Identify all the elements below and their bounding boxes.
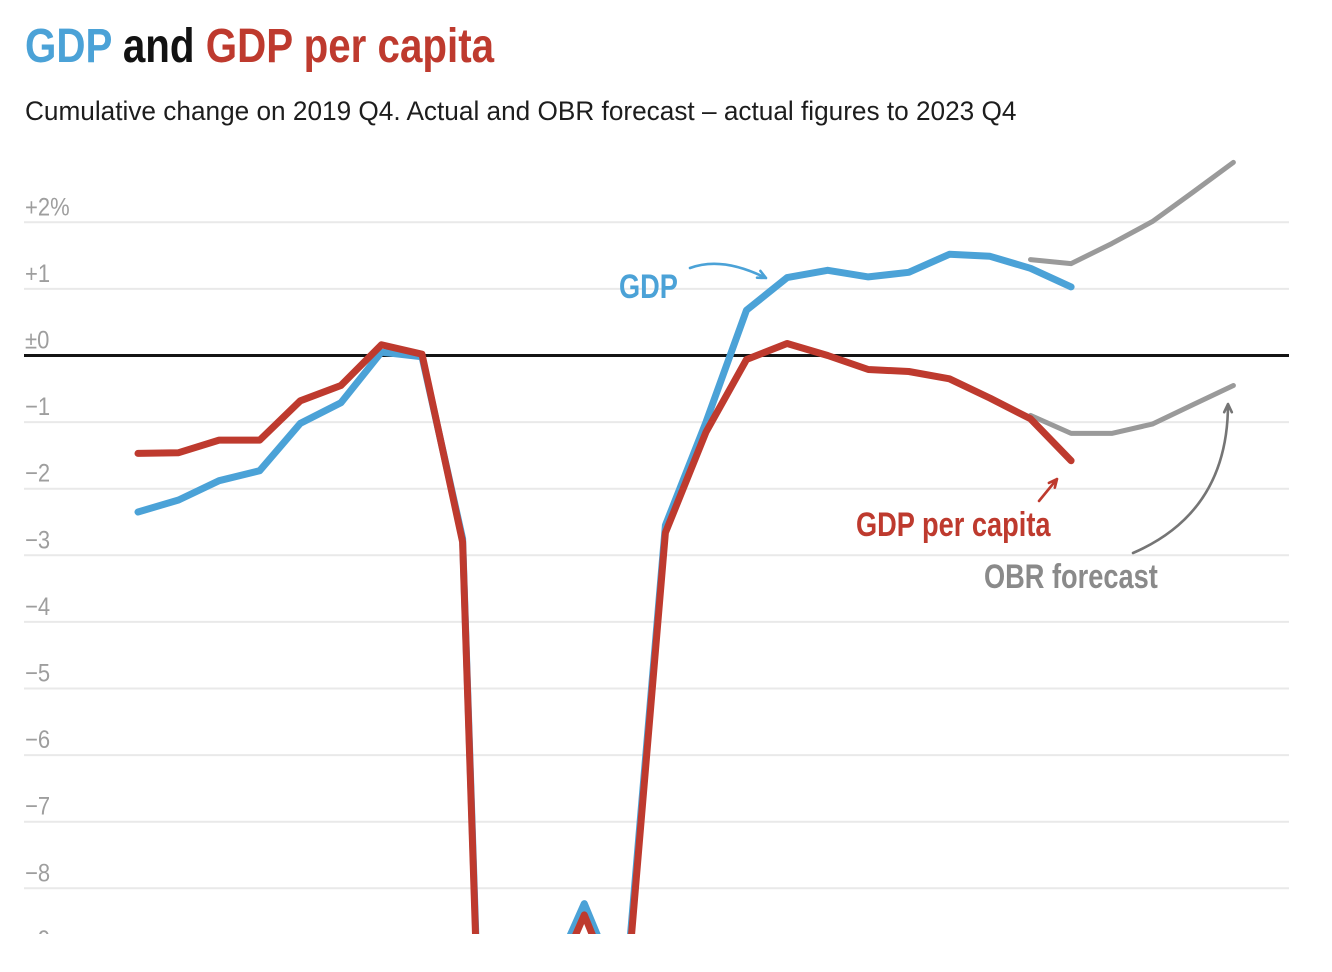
series-group (134, 159, 1236, 934)
chart-subtitle: Cumulative change on 2019 Q4. Actual and… (25, 96, 1017, 126)
gdp-per-capita-actual-line (134, 340, 1075, 934)
gdp-per-capita-line-label: GDP per capita (856, 506, 1051, 544)
y-axis-label: −2 (25, 459, 50, 487)
y-axis-label: +2% (25, 193, 70, 221)
y-axis-label: −6 (25, 726, 50, 754)
title-and: and (111, 20, 206, 73)
y-axis-label: +1 (25, 260, 50, 288)
obr-forecast-gdp-line (1028, 159, 1236, 267)
gdp-arrow (688, 262, 768, 280)
title-gdp-per-capita: GDP per capita (205, 20, 495, 73)
y-axis-labels-group: +2% +1 ±0 −1 −2 −3 −4 −5 −6 −7 −8 −9 (25, 193, 70, 954)
y-axis-label: −3 (25, 526, 50, 554)
y-axis-label: −1 (25, 393, 50, 421)
gdp-actual-line (134, 250, 1075, 934)
page-title: GDP and GDP per capita (25, 23, 494, 71)
gridlines-group (24, 221, 1289, 890)
gdp-per-capita-arrow (1037, 477, 1059, 503)
obr-forecast-gdp-per-capita-line (1028, 383, 1236, 436)
y-axis-label: −5 (25, 659, 50, 687)
title-gdp: GDP (25, 20, 112, 73)
y-axis-label: −9 (25, 926, 50, 954)
obr-forecast-line-label: OBR forecast (984, 558, 1158, 596)
gdp-line-label: GDP (619, 268, 678, 306)
y-axis-label: −4 (25, 593, 50, 621)
y-axis-label: ±0 (25, 326, 49, 354)
obr-forecast-arrow (1131, 402, 1234, 555)
y-axis-label: −8 (25, 859, 50, 887)
annotation-arrows-group (688, 262, 1234, 555)
y-axis-label: −7 (25, 792, 50, 820)
